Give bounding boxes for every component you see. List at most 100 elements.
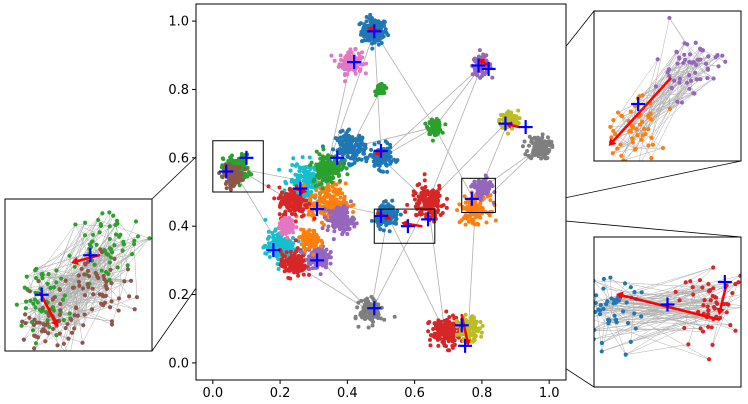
data-point [317,195,322,200]
data-point [345,150,350,155]
data-point [353,156,358,161]
data-point [70,285,76,290]
data-point [417,182,422,187]
graph-edge [88,286,135,310]
data-point [542,142,547,147]
graph-edge [610,277,612,299]
graph-edge [650,86,657,114]
data-point [451,321,456,326]
graph-edge [326,62,352,169]
data-point [711,265,716,270]
graph-edge [642,48,701,96]
data-point [307,197,312,202]
data-point [474,328,479,333]
data-point [353,71,358,76]
data-point [305,174,310,179]
data-point [422,172,427,177]
data-point [390,205,395,210]
data-point [43,339,48,344]
data-point [594,309,598,315]
data-point [432,122,437,127]
data-point [364,155,369,160]
data-point [388,150,393,155]
graph-edge [82,236,139,343]
graph-edge [603,278,711,301]
direction-arrow [616,291,721,321]
data-point [267,255,272,260]
data-point [596,307,601,312]
graph-edge [639,51,677,125]
data-point [624,300,629,305]
data-point [66,336,71,341]
data-point [363,27,368,32]
data-point [96,217,101,223]
center-marker [367,24,382,39]
data-point [687,73,692,78]
data-point [669,85,674,91]
cluster [520,132,555,161]
data-point [403,209,408,214]
graph-edge [630,314,709,343]
data-point [331,222,336,227]
data-point [128,278,134,283]
data-point [324,262,329,267]
data-point [83,220,88,225]
x-tick-label: 1.0 [539,386,560,401]
data-point [132,307,137,312]
data-point [301,245,306,250]
data-point [89,239,95,244]
data-point [80,286,86,291]
data-point [104,279,109,284]
data-point [589,300,593,304]
data-point [112,243,117,248]
data-point [640,119,645,124]
data-point [436,343,441,348]
data-point [655,57,660,62]
data-point [295,201,300,206]
data-point [287,198,292,203]
data-point [307,261,312,266]
data-point [437,325,442,330]
data-point [461,206,466,211]
data-point [241,159,246,164]
data-point [374,309,379,314]
data-point [687,86,692,91]
data-point [419,190,424,195]
data-point [298,256,303,261]
data-point [715,53,720,58]
data-point [323,171,328,176]
data-point [702,297,707,303]
data-point [475,221,480,226]
graph-edge [594,283,602,352]
data-point [452,338,457,343]
data-point [327,208,332,213]
data-point [65,321,70,327]
zoom-region-box [212,140,264,193]
data-point [323,265,328,270]
data-point [133,219,139,224]
graph-edge [699,279,733,294]
data-point [67,355,71,359]
data-point [472,184,477,189]
data-point [340,191,345,196]
data-point [55,343,60,348]
data-point [147,236,152,241]
center-marker [660,297,675,312]
data-point [434,132,439,137]
data-point [379,88,384,93]
graph-edge [651,59,701,159]
data-point [383,27,388,32]
cluster [364,139,400,174]
data-point [220,175,225,180]
data-point [107,277,112,283]
data-point [478,319,483,324]
data-point [480,70,485,75]
data-point [339,210,344,215]
data-point [76,273,81,278]
data-point [476,212,481,217]
graph-edge [669,17,708,79]
data-point [31,322,36,327]
data-point [281,212,286,217]
data-point [277,185,282,190]
